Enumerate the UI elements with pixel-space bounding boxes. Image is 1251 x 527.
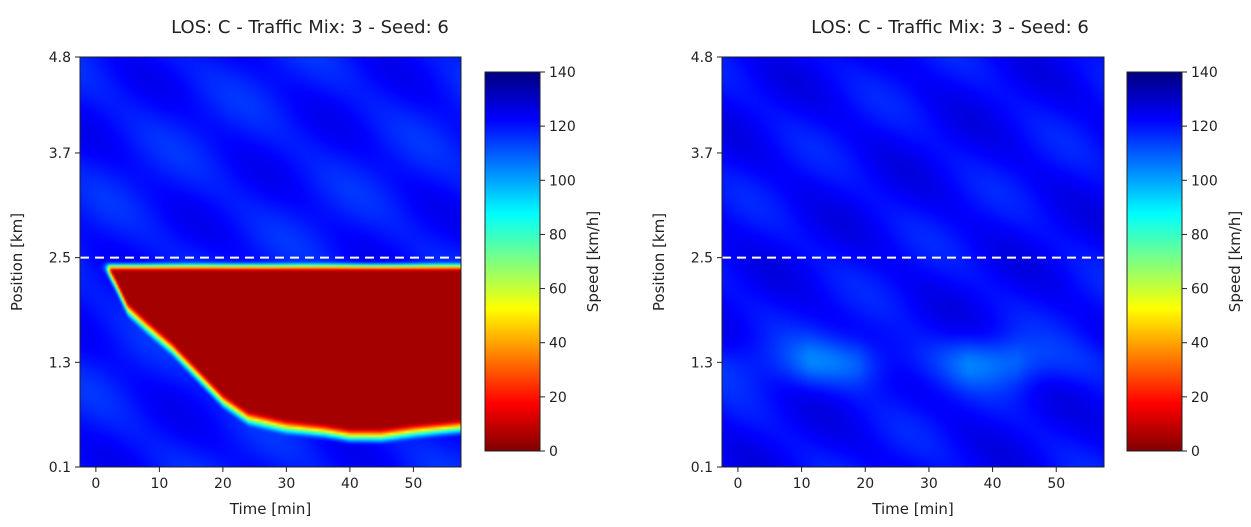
y-tick-label: 4.8 <box>49 50 71 66</box>
colorbar-tick-label: 60 <box>1191 282 1209 298</box>
y-tick-label: 0.1 <box>691 460 713 476</box>
x-tick-label: 40 <box>341 476 359 492</box>
colorbar-gradient <box>485 72 540 451</box>
colorbar-frame <box>1126 71 1183 452</box>
colorbar-tick-label: 40 <box>1191 336 1209 352</box>
x-tick-label: 0 <box>91 476 100 492</box>
colorbar-tick-label: 80 <box>549 227 567 243</box>
y-tick-label: 1.3 <box>691 355 713 371</box>
y-axis-label: Position [km] <box>8 213 26 311</box>
colorbar-tick-label: 20 <box>1191 390 1209 406</box>
x-tick-label: 30 <box>277 476 295 492</box>
colorbar-tick-label: 0 <box>1191 444 1200 460</box>
x-tick-label: 50 <box>404 476 422 492</box>
y-tick-label: 2.5 <box>49 251 71 267</box>
chart-panel-2: LOS: C - Traffic Mix: 3 - Seed: 6 0 10 20 30… <box>650 17 1244 518</box>
colorbar-tick-label: 0 <box>549 444 558 460</box>
y-tick-label: 2.5 <box>691 251 713 267</box>
x-tick-label: 10 <box>150 476 168 492</box>
y-tick-label: 3.7 <box>691 146 713 162</box>
colorbar-label: Speed [km/h] <box>584 211 602 312</box>
colorbar-tick-label: 40 <box>549 336 567 352</box>
y-tick-label: 3.7 <box>49 146 71 162</box>
x-tick-label: 10 <box>793 476 811 492</box>
speed-heatmap <box>722 57 1104 467</box>
colorbar-tick-label: 120 <box>549 119 576 135</box>
y-axis-label: Position [km] <box>650 213 668 311</box>
x-axis-label: Time [min] <box>871 500 953 518</box>
colorbar-tick-label: 100 <box>549 173 576 189</box>
plot-frame <box>721 56 1105 468</box>
colorbar-tick-label: 140 <box>549 65 576 81</box>
x-tick-label: 40 <box>984 476 1002 492</box>
colorbar-tick-label: 80 <box>1191 227 1209 243</box>
x-tick-label: 50 <box>1047 476 1065 492</box>
speed-heatmap <box>80 57 461 467</box>
chart-title: LOS: C - Traffic Mix: 3 - Seed: 6 <box>811 17 1089 38</box>
colorbar-tick-label: 60 <box>549 282 567 298</box>
colorbar-tick-label: 140 <box>1191 65 1218 81</box>
y-tick-label: 1.3 <box>49 355 71 371</box>
x-tick-label: 0 <box>733 476 742 492</box>
y-tick-label: 0.1 <box>49 460 71 476</box>
x-axis-label: Time [min] <box>229 500 311 518</box>
x-tick-label: 20 <box>214 476 232 492</box>
plot-frame <box>79 56 462 468</box>
colorbar-label: Speed [km/h] <box>1226 211 1244 312</box>
colorbar-tick-label: 120 <box>1191 119 1218 135</box>
colorbar-frame <box>484 71 541 452</box>
colorbar-tick-label: 20 <box>549 390 567 406</box>
colorbar-gradient <box>1127 72 1182 451</box>
chart-panel-1: LOS: C - Traffic Mix: 3 - Seed: 6 0 10 20 30… <box>8 17 602 518</box>
chart-title: LOS: C - Traffic Mix: 3 - Seed: 6 <box>171 17 449 38</box>
colorbar-tick-label: 100 <box>1191 173 1218 189</box>
y-tick-label: 4.8 <box>691 50 713 66</box>
x-tick-label: 20 <box>856 476 874 492</box>
x-tick-label: 30 <box>920 476 938 492</box>
